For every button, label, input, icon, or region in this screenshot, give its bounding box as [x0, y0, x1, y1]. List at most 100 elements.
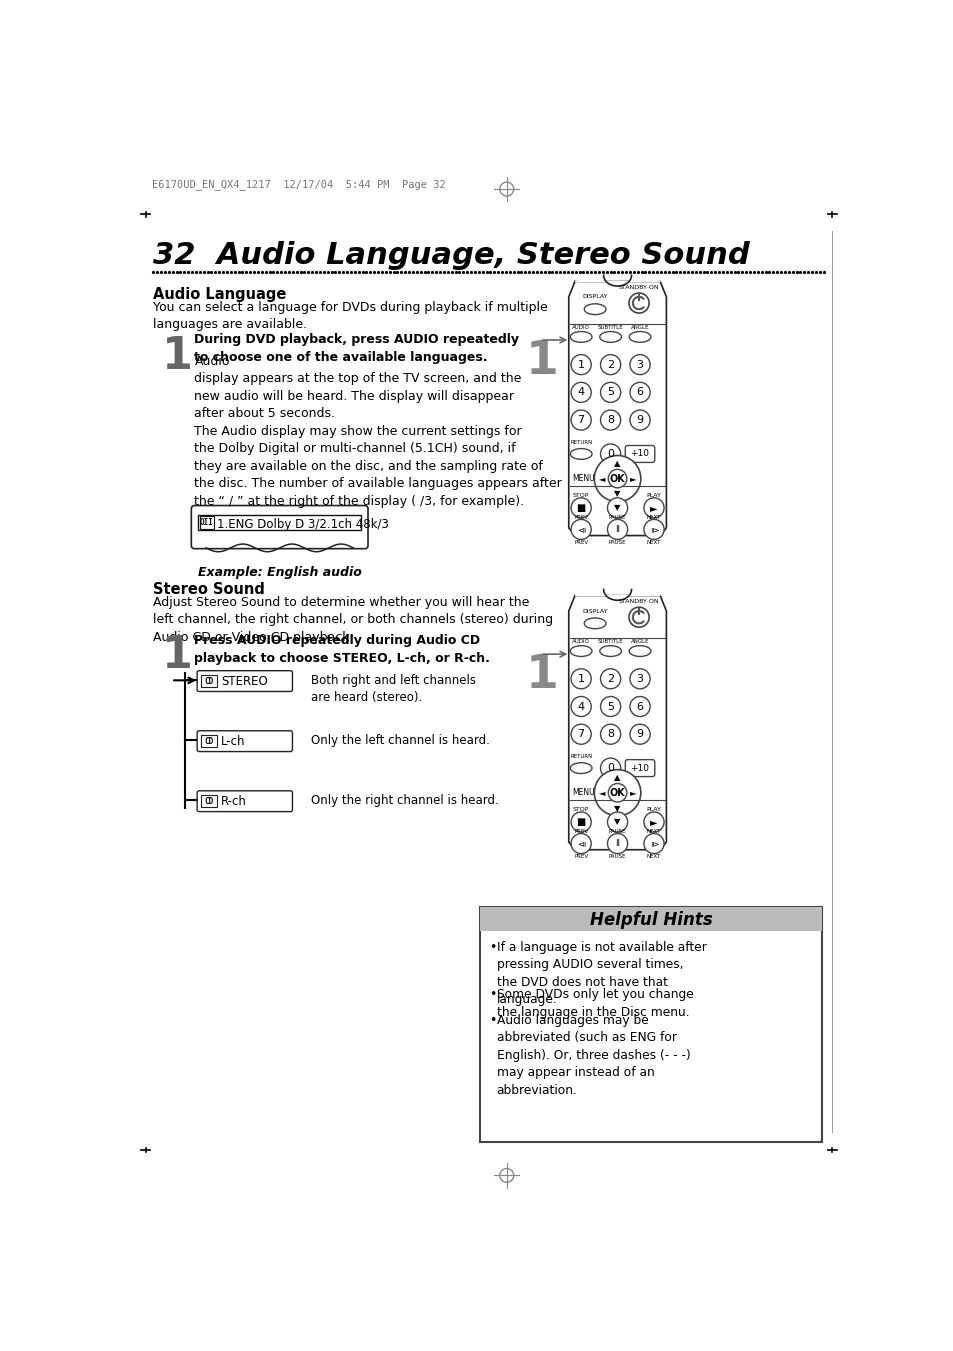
Circle shape	[599, 724, 620, 744]
Text: 5: 5	[606, 388, 614, 397]
Circle shape	[607, 834, 627, 854]
Circle shape	[599, 382, 620, 403]
Text: ►: ►	[629, 474, 636, 484]
Circle shape	[599, 411, 620, 430]
Text: PREV: PREV	[574, 540, 588, 546]
Text: 1.ENG Dolby D 3/2.1ch 48k/3: 1.ENG Dolby D 3/2.1ch 48k/3	[216, 517, 389, 531]
Ellipse shape	[629, 331, 650, 342]
Text: If a language is not available after
pressing AUDIO several times,
the DVD does : If a language is not available after pre…	[497, 940, 706, 1006]
Text: 2: 2	[606, 674, 614, 684]
Text: Helpful Hints: Helpful Hints	[589, 911, 712, 928]
Text: STANDBY·ON: STANDBY·ON	[618, 600, 659, 604]
Text: Both right and left channels
are heard (stereo).: Both right and left channels are heard (…	[311, 674, 476, 704]
Text: 7: 7	[577, 415, 584, 426]
FancyBboxPatch shape	[201, 735, 216, 747]
Text: ▼: ▼	[614, 504, 620, 512]
Text: SUBTITLE: SUBTITLE	[598, 639, 622, 644]
FancyBboxPatch shape	[197, 670, 293, 692]
Text: 1: 1	[525, 339, 558, 384]
Circle shape	[607, 519, 627, 539]
Circle shape	[608, 784, 626, 802]
Text: ⧐: ⧐	[649, 839, 658, 848]
FancyBboxPatch shape	[201, 676, 216, 688]
Text: ■: ■	[576, 817, 585, 827]
Text: ANGLE: ANGLE	[630, 639, 649, 644]
Text: Press AUDIO repeatedly during Audio CD
playback to choose STEREO, L-ch, or R-ch.: Press AUDIO repeatedly during Audio CD p…	[194, 634, 490, 665]
Text: 5: 5	[606, 701, 614, 712]
Text: You can select a language for DVDs during playback if multiple
languages are ava: You can select a language for DVDs durin…	[153, 301, 548, 331]
Text: STOP: STOP	[573, 807, 589, 812]
Circle shape	[629, 411, 649, 430]
Text: 8: 8	[606, 730, 614, 739]
FancyBboxPatch shape	[624, 446, 654, 462]
Text: RETURN: RETURN	[570, 754, 592, 759]
Text: ▲: ▲	[614, 773, 620, 782]
Text: Example: English audio: Example: English audio	[197, 566, 361, 578]
Text: 9: 9	[636, 730, 643, 739]
Text: STEREO: STEREO	[220, 676, 267, 689]
Polygon shape	[568, 281, 666, 535]
Text: STANDBY·ON: STANDBY·ON	[618, 285, 659, 290]
Text: 1: 1	[525, 654, 558, 698]
Circle shape	[571, 834, 591, 854]
Circle shape	[571, 669, 591, 689]
Text: RETURN: RETURN	[570, 439, 592, 444]
Text: Some DVDs only let you change
the language in the Disc menu.: Some DVDs only let you change the langua…	[497, 989, 693, 1019]
Circle shape	[571, 697, 591, 716]
Text: Audio
display appears at the top of the TV screen, and the
new audio will be hea: Audio display appears at the top of the …	[194, 354, 561, 508]
Text: CD: CD	[204, 677, 213, 686]
Text: •: •	[488, 940, 496, 954]
FancyBboxPatch shape	[197, 731, 293, 751]
Polygon shape	[568, 596, 666, 850]
Text: 7: 7	[577, 730, 584, 739]
Text: DISPLAY: DISPLAY	[581, 295, 607, 300]
Text: ⧐: ⧐	[649, 526, 658, 534]
Text: •: •	[488, 1013, 496, 1027]
Text: +10: +10	[630, 763, 649, 773]
Text: ⧏: ⧏	[577, 839, 585, 848]
Circle shape	[629, 382, 649, 403]
Text: SUBTITLE: SUBTITLE	[598, 326, 622, 330]
Text: 3: 3	[636, 359, 643, 370]
Text: NEXT: NEXT	[646, 830, 660, 835]
Text: II: II	[615, 839, 619, 848]
Text: ⧏: ⧏	[577, 526, 585, 534]
Text: CD: CD	[204, 797, 213, 807]
Text: ►: ►	[650, 817, 657, 827]
Circle shape	[599, 697, 620, 716]
Text: R-ch: R-ch	[220, 796, 247, 808]
Text: 6: 6	[636, 388, 643, 397]
Ellipse shape	[583, 617, 605, 628]
Text: PLAY: PLAY	[646, 807, 660, 812]
Text: ▲: ▲	[614, 459, 620, 467]
Circle shape	[628, 293, 648, 313]
Text: ►: ►	[650, 503, 657, 513]
Text: +10: +10	[630, 450, 649, 458]
FancyBboxPatch shape	[479, 907, 821, 931]
Text: MENU: MENU	[572, 474, 594, 484]
Text: AUDIO: AUDIO	[572, 639, 590, 644]
Circle shape	[571, 519, 591, 539]
Circle shape	[608, 469, 626, 488]
Circle shape	[571, 724, 591, 744]
Circle shape	[599, 444, 620, 463]
Text: 0: 0	[606, 449, 614, 459]
Text: 1: 1	[162, 335, 193, 377]
FancyBboxPatch shape	[624, 759, 654, 777]
Text: 1: 1	[578, 359, 584, 370]
Text: PREV: PREV	[574, 830, 588, 835]
Circle shape	[599, 354, 620, 374]
Text: 0: 0	[606, 763, 614, 773]
Text: •: •	[488, 989, 496, 1001]
Text: Audio languages may be
abbreviated (such as ENG for
English). Or, three dashes (: Audio languages may be abbreviated (such…	[497, 1013, 690, 1097]
Circle shape	[643, 834, 663, 854]
Ellipse shape	[599, 646, 620, 657]
Circle shape	[607, 812, 627, 832]
FancyBboxPatch shape	[201, 794, 216, 808]
FancyBboxPatch shape	[199, 516, 213, 528]
Text: DISPLAY: DISPLAY	[581, 608, 607, 613]
Polygon shape	[575, 589, 659, 600]
Text: STOP: STOP	[573, 493, 589, 499]
Circle shape	[629, 697, 649, 716]
FancyBboxPatch shape	[197, 790, 293, 812]
